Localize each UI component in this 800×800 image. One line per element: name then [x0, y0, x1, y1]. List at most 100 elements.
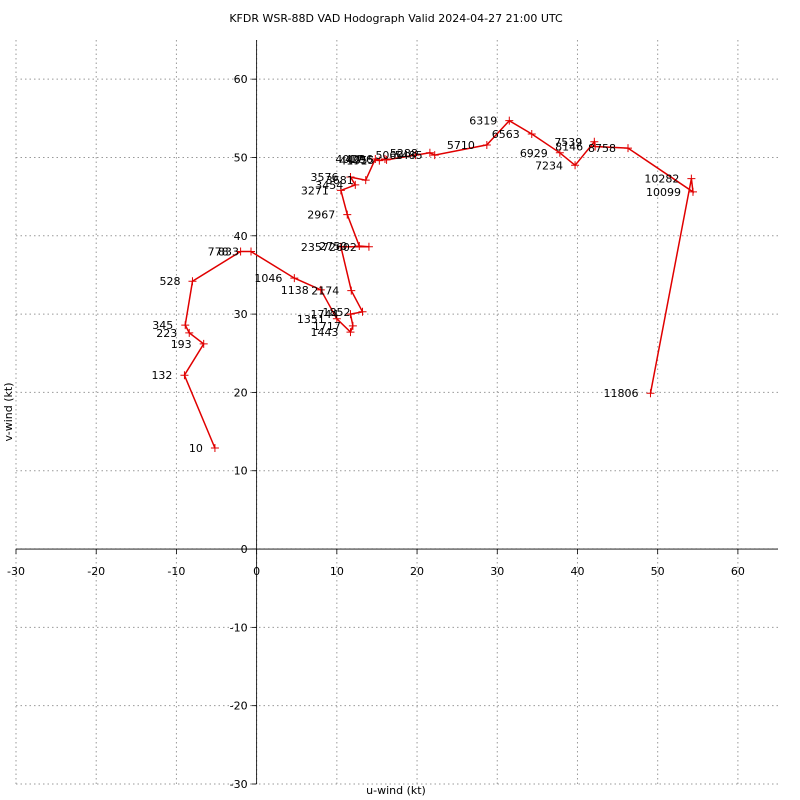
point-marker — [361, 176, 370, 185]
point-marker — [364, 242, 373, 251]
height-label: 6319 — [469, 115, 497, 128]
y-axis-label: v-wind (kt) — [2, 383, 15, 442]
point-marker — [348, 321, 357, 330]
point-marker — [371, 155, 380, 164]
point-marker — [181, 321, 190, 330]
point-marker — [343, 210, 352, 219]
point-marker — [346, 310, 355, 319]
height-label: 1717 — [313, 320, 341, 333]
height-label: 1744 — [310, 308, 338, 321]
point-marker — [346, 328, 355, 337]
point-marker — [336, 186, 345, 195]
point-marker — [355, 241, 364, 250]
height-label: 4017 — [335, 153, 363, 166]
y-tick-label: 30 — [234, 308, 248, 321]
height-label: 8758 — [588, 142, 616, 155]
y-tick-label: 60 — [234, 73, 248, 86]
x-tick-label: 20 — [410, 565, 424, 578]
x-tick-label: 60 — [731, 565, 745, 578]
height-label: 1351 — [297, 313, 325, 326]
height-label: 7234 — [535, 159, 563, 172]
point-marker — [380, 155, 389, 164]
y-tick-label: 50 — [234, 151, 248, 164]
height-label: 3454 — [315, 179, 343, 192]
height-label: 3681 — [326, 174, 354, 187]
height-label: 1443 — [310, 326, 338, 339]
height-label: 345 — [152, 319, 173, 332]
height-label: 4755 — [347, 154, 375, 167]
point-marker — [290, 274, 299, 283]
point-marker — [336, 242, 345, 251]
point-marker — [411, 151, 420, 160]
point-marker — [624, 144, 633, 153]
height-label: 2357 — [301, 241, 329, 254]
height-label: 2750 — [319, 240, 347, 253]
height-label: 6929 — [520, 147, 548, 160]
point-marker — [332, 314, 341, 323]
y-tick-label: -10 — [230, 621, 248, 634]
height-label: 1138 — [281, 284, 309, 297]
point-marker — [425, 148, 434, 157]
height-label: 4191 — [339, 155, 367, 168]
point-marker — [346, 173, 355, 182]
point-marker — [236, 247, 245, 256]
height-label: 7539 — [554, 136, 582, 149]
y-tick-label: 0 — [241, 543, 248, 556]
point-marker — [180, 371, 189, 380]
height-label: 10282 — [644, 173, 679, 186]
height-label: 833 — [218, 245, 239, 258]
point-marker — [375, 156, 384, 165]
point-marker — [210, 444, 219, 453]
x-tick-label: 30 — [490, 565, 504, 578]
point-marker — [646, 389, 655, 398]
height-label: 528 — [159, 275, 180, 288]
point-marker — [382, 155, 391, 164]
point-marker — [505, 116, 514, 125]
x-axis-label: u-wind (kt) — [366, 784, 426, 797]
x-tick-label: -20 — [87, 565, 105, 578]
point-marker — [316, 285, 325, 294]
point-marker — [247, 247, 256, 256]
height-label: 778 — [208, 245, 229, 258]
height-label: 1046 — [254, 272, 282, 285]
height-label: 8146 — [555, 141, 583, 154]
y-tick-label: -20 — [230, 700, 248, 713]
y-tick-label: -30 — [230, 778, 248, 791]
height-label: 2174 — [311, 285, 339, 298]
y-tick-label: 20 — [234, 386, 248, 399]
height-label: 10099 — [646, 186, 681, 199]
point-marker — [358, 307, 367, 316]
height-label: 1852 — [323, 306, 351, 319]
point-marker — [185, 328, 194, 337]
point-marker — [351, 180, 360, 189]
height-label: 5485 — [395, 149, 423, 162]
point-marker — [571, 161, 580, 170]
x-tick-label: 10 — [330, 565, 344, 578]
height-label: 223 — [156, 327, 177, 340]
height-label: 11806 — [603, 387, 638, 400]
point-marker — [199, 339, 208, 348]
height-label: 5060 — [375, 149, 403, 162]
height-label: 3576 — [310, 171, 338, 184]
height-label: 6563 — [492, 128, 520, 141]
x-tick-label: 50 — [651, 565, 665, 578]
chart-title: KFDR WSR-88D VAD Hodograph Valid 2024-04… — [229, 12, 563, 25]
point-marker — [527, 129, 536, 138]
height-label: 4296 — [345, 153, 373, 166]
x-tick-label: 40 — [570, 565, 584, 578]
point-marker — [188, 277, 197, 286]
point-marker — [555, 148, 564, 157]
height-label: 2602 — [329, 241, 357, 254]
height-label: 3271 — [301, 184, 329, 197]
x-tick-label: -10 — [167, 565, 185, 578]
point-marker — [347, 286, 356, 295]
height-label: 5710 — [447, 139, 475, 152]
point-marker — [590, 137, 599, 146]
point-marker — [688, 187, 697, 196]
point-marker — [482, 140, 491, 149]
height-label: 193 — [171, 338, 192, 351]
height-label: 132 — [151, 369, 172, 382]
height-label: 2967 — [307, 209, 335, 222]
height-label: 5288 — [390, 147, 418, 160]
